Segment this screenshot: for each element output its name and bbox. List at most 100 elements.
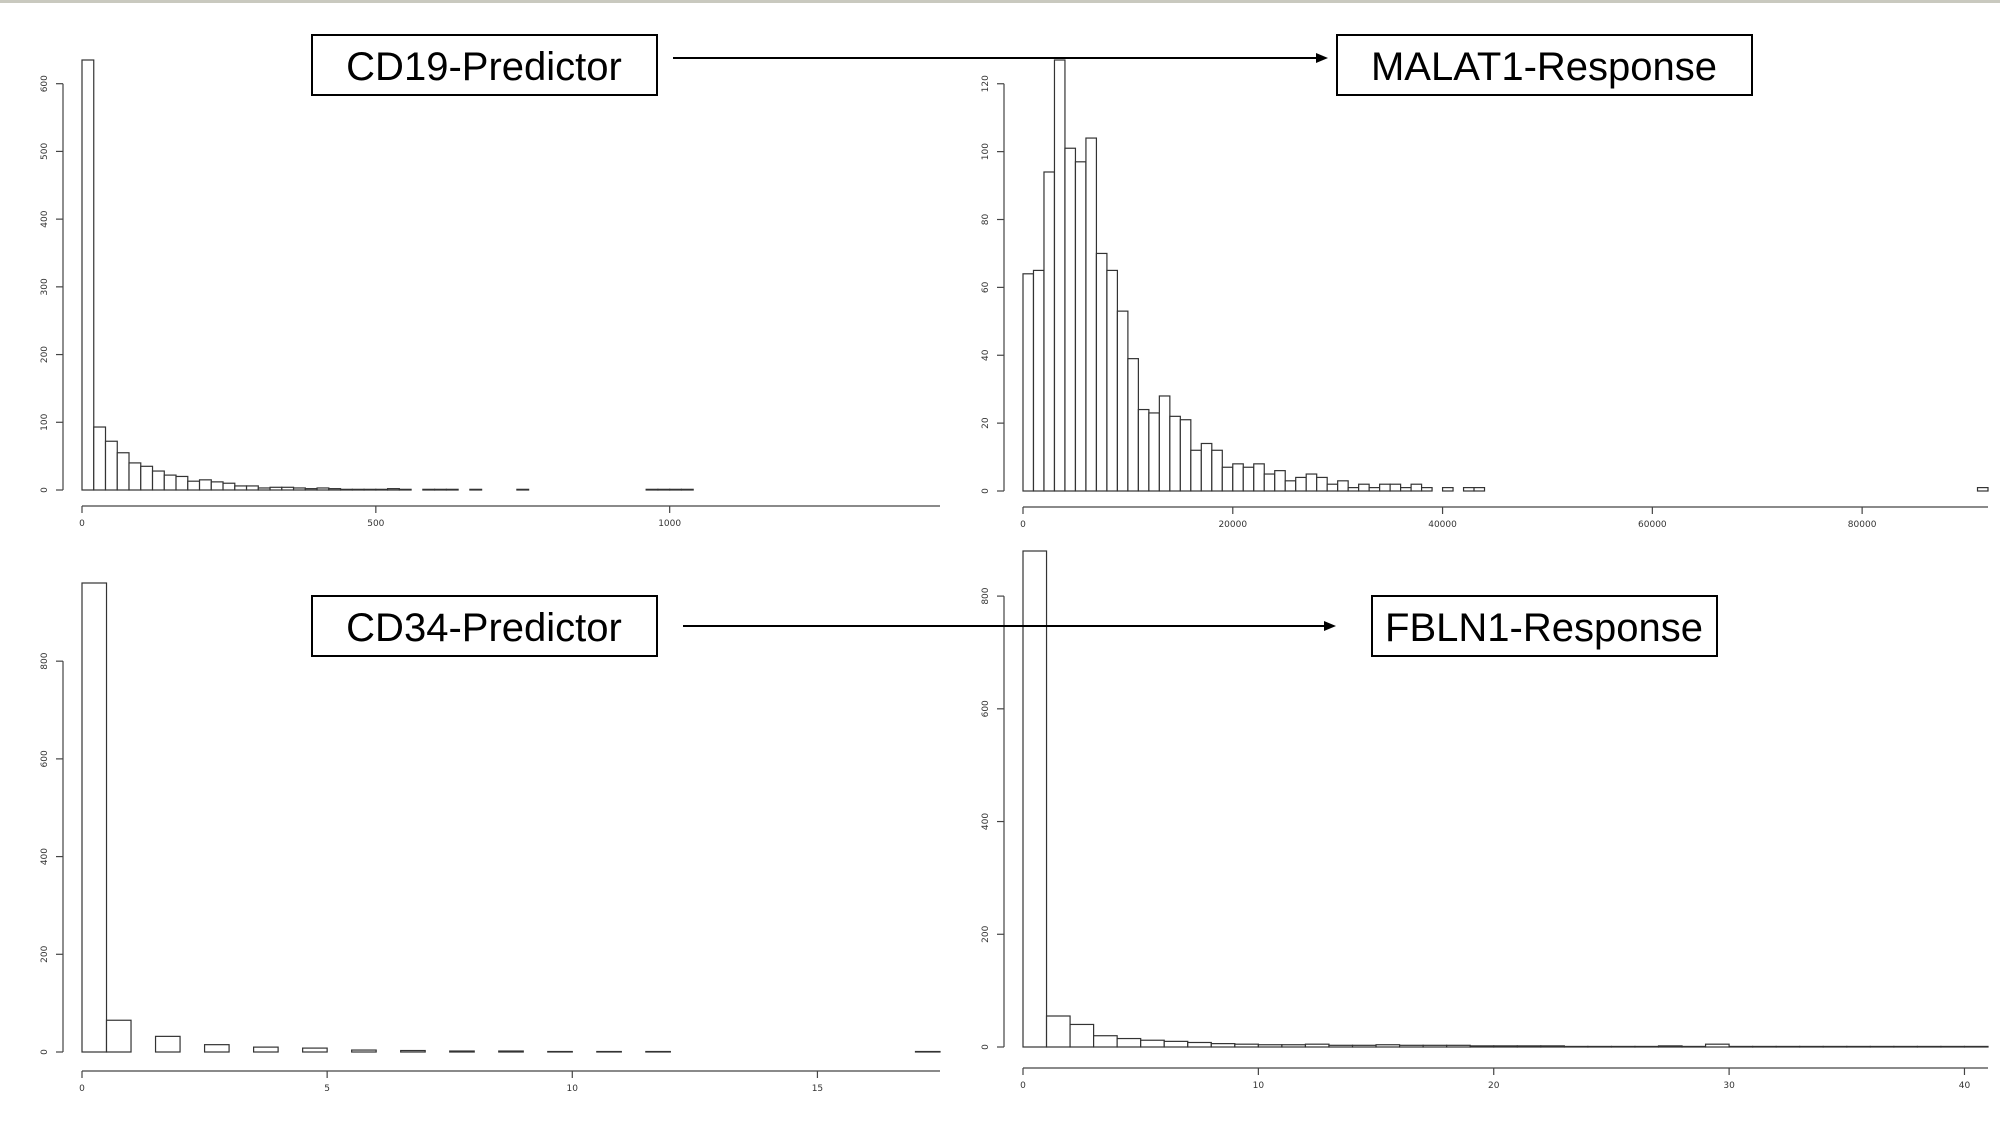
malat1-bar: [1358, 483, 1370, 492]
fbln1-bar: [1563, 1045, 1589, 1048]
malat1-bar: [1976, 487, 1989, 492]
cd19-bar: [81, 59, 95, 491]
malat1-x-tick-label: 0: [1020, 520, 1026, 530]
cd34-bar: [105, 1019, 132, 1053]
malat1-bar: [1368, 487, 1381, 492]
cd34-bar: [81, 582, 108, 1053]
fbln1-bar: [1869, 1045, 1895, 1048]
cd19-y-tick-label: 400: [40, 210, 50, 227]
cd19-y-tick-label: 300: [40, 278, 50, 295]
malat1-bar: [1284, 480, 1297, 492]
cd19-bar: [175, 475, 189, 491]
malat1-histogram: 0 20 40 60 80 100 120 0 20000 40000 60000 80000: [981, 59, 1989, 530]
cd19-bar: [328, 488, 342, 491]
cd34-x-tick-label: 5: [324, 1084, 330, 1094]
fbln1-bar: [1187, 1041, 1212, 1048]
fbln1-bar: [1540, 1045, 1565, 1048]
fbln1-bar: [1022, 550, 1048, 1048]
malat1-bar: [1347, 487, 1360, 492]
malat1-bar: [1316, 476, 1328, 492]
fbln1-bar: [1916, 1045, 1942, 1048]
cd19-bar: [375, 488, 389, 491]
fbln1-response-label: FBLN1-Response: [1371, 595, 1718, 657]
top-border-line: [0, 0, 2000, 3]
malat1-bar: [1305, 473, 1318, 492]
fbln1-y-tick-label: 0: [981, 1044, 991, 1050]
cd19-bar: [187, 480, 201, 491]
cd19-bar: [422, 488, 436, 491]
fbln1-bar: [1681, 1045, 1707, 1048]
fbln1-bar: [1257, 1044, 1283, 1048]
cd19-y-tick-label: 600: [40, 75, 50, 92]
cd19-bar: [234, 485, 248, 491]
fbln1-bar: [1728, 1045, 1754, 1048]
cd19-bar: [222, 482, 236, 491]
cd19-bar: [339, 488, 353, 491]
fbln1-bar: [1516, 1045, 1542, 1048]
fbln1-bar: [1281, 1044, 1307, 1048]
malat1-bar: [1179, 419, 1192, 492]
fbln1-bar: [1422, 1044, 1448, 1048]
cd34-x-tick-label: 10: [567, 1084, 579, 1094]
malat1-bar: [1127, 358, 1139, 492]
fbln1-bar: [1375, 1044, 1401, 1048]
fbln1-bar: [1657, 1045, 1683, 1048]
cd19-bar: [116, 452, 130, 491]
cd19-bar: [281, 486, 295, 491]
malat1-bar: [1074, 161, 1087, 492]
cd19-bar: [445, 488, 459, 491]
fbln1-bar: [1446, 1044, 1471, 1048]
cd19-bar: [151, 470, 165, 491]
cd34-y-tick-label: 600: [40, 750, 50, 767]
malat1-bar: [1473, 487, 1486, 492]
fbln1-y-tick-label: 800: [981, 587, 991, 604]
fbln1-bar: [1634, 1045, 1660, 1048]
fbln1-bar: [1846, 1045, 1871, 1048]
cd34-predictor-text: CD34-Predictor: [346, 606, 622, 650]
cd19-bar: [680, 488, 694, 491]
cd34-bar: [253, 1046, 279, 1053]
malat1-y-tick-label: 40: [981, 349, 991, 361]
malat1-bar: [1211, 449, 1223, 492]
malat1-response-text: MALAT1-Response: [1371, 45, 1717, 89]
cd19-bar: [128, 462, 142, 491]
malat1-bar: [1032, 269, 1045, 492]
fbln1-x-tick-label: 30: [1723, 1081, 1735, 1091]
cd19-predictor-text: CD19-Predictor: [346, 45, 622, 89]
cd19-x-tick-label: 0: [79, 519, 85, 529]
cd19-bar: [434, 488, 447, 491]
malat1-y-tick-label: 0: [981, 488, 991, 494]
cd19-y-tick-label: 100: [40, 413, 50, 430]
malat1-x-tick-label: 80000: [1848, 520, 1877, 530]
cd34-y-tick-label: 200: [40, 945, 50, 962]
cd19-y-tick-label: 0: [40, 487, 50, 493]
cd34-bar: [400, 1049, 426, 1053]
malat1-response-label: MALAT1-Response: [1336, 34, 1753, 96]
fbln1-bar: [1587, 1045, 1613, 1048]
cd34-y-tick-label: 400: [40, 848, 50, 865]
malat1-bar: [1043, 171, 1056, 492]
cd34-y-tick-label: 800: [40, 652, 50, 669]
cd19-x-tick-label: 500: [367, 519, 384, 529]
cd19-bar: [363, 488, 377, 491]
cd19-bar: [669, 488, 683, 491]
arrow-cd34-to-fbln1: [683, 621, 1336, 631]
malat1-bar: [1053, 59, 1066, 492]
cd34-x-tick-label: 15: [812, 1084, 823, 1094]
malat1-y-tick-label: 20: [981, 417, 991, 429]
malat1-bar: [1232, 463, 1244, 492]
cd19-bar: [269, 486, 283, 491]
fbln1-histogram: 0 200 400 600 800 0 10 20 30 40: [981, 550, 1989, 1091]
malat1-bar: [1295, 476, 1307, 492]
malat1-bar: [1095, 252, 1108, 492]
malat1-x-tick-label: 20000: [1218, 520, 1247, 530]
cd19-histogram: 0 100 200 300 400 500 600 0 500 1000: [40, 59, 940, 529]
malat1-bar: [1085, 137, 1098, 492]
fbln1-bar: [1822, 1045, 1848, 1048]
cd19-bar: [316, 487, 330, 491]
cd19-bar: [257, 487, 271, 491]
cd19-bar: [304, 488, 318, 491]
cd19-bar: [351, 488, 365, 491]
malat1-bar: [1242, 466, 1255, 492]
